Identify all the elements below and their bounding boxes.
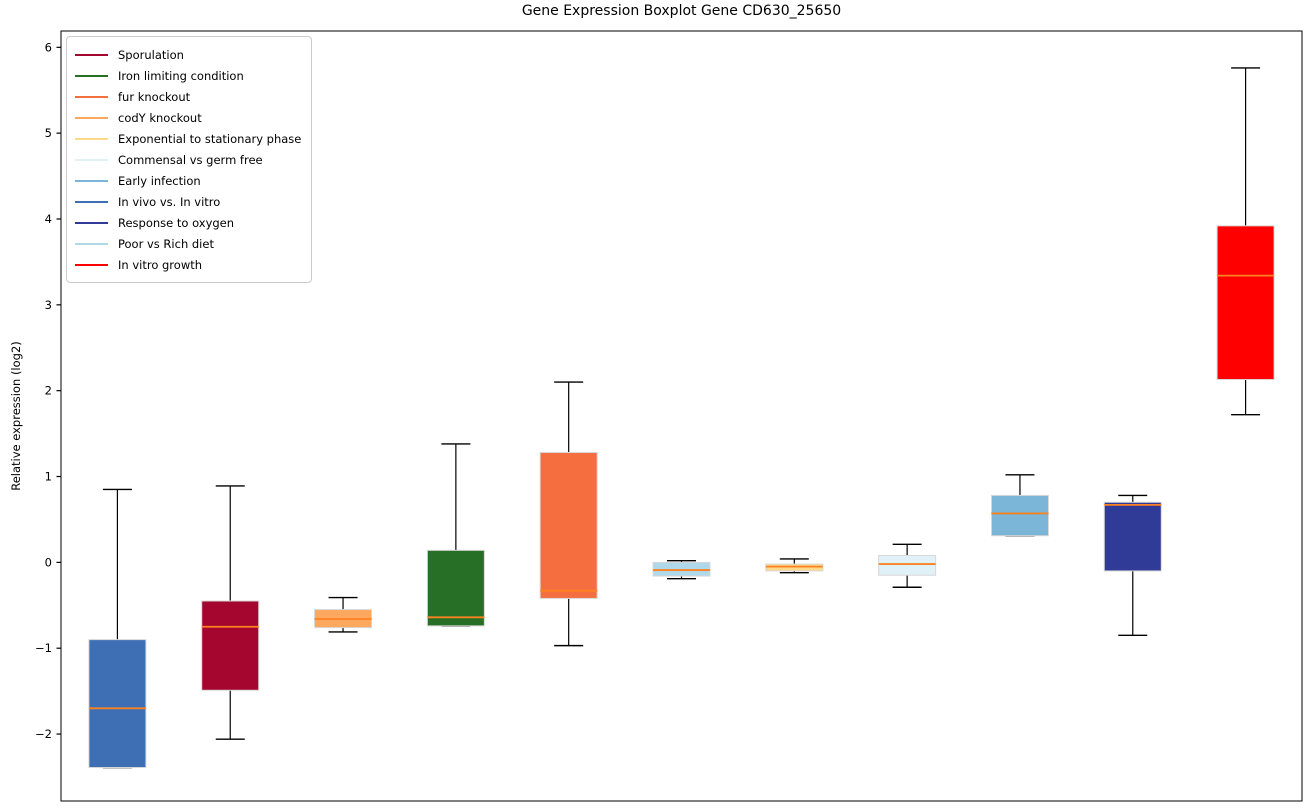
legend-item: In vitro growth	[75, 254, 301, 275]
legend-swatch	[75, 137, 108, 140]
legend-item: Early infection	[75, 170, 301, 191]
y-tick-label: 1	[45, 470, 52, 484]
legend-swatch	[75, 221, 108, 224]
legend-item: Response to oxygen	[75, 212, 301, 233]
legend-swatch	[75, 53, 108, 56]
legend-swatch	[75, 263, 108, 266]
y-tick-label: 4	[45, 212, 52, 226]
legend-label: In vivo vs. In vitro	[118, 194, 221, 209]
y-tick-label: 0	[45, 555, 52, 569]
boxplot-box	[1216, 225, 1275, 381]
legend-item: Sporulation	[75, 44, 301, 65]
boxplot-box	[426, 549, 485, 627]
boxplot-box	[878, 554, 937, 576]
y-tick-label: −1	[35, 641, 52, 655]
legend-label: Early infection	[118, 173, 201, 188]
legend-label: In vitro growth	[118, 257, 203, 272]
boxplot-box	[88, 639, 147, 769]
y-tick-label: −2	[35, 727, 52, 741]
boxplot-box	[201, 600, 260, 691]
legend-swatch	[75, 116, 108, 119]
plot-frame	[60, 30, 1303, 802]
legend-swatch	[75, 242, 108, 245]
legend-label: Commensal vs germ free	[118, 152, 263, 167]
legend-label: Sporulation	[118, 47, 184, 62]
chart-title: Gene Expression Boxplot Gene CD630_25650	[521, 3, 842, 19]
boxplot-box	[1103, 501, 1162, 572]
legend-swatch	[75, 74, 108, 77]
legend-item: Exponential to stationary phase	[75, 128, 301, 149]
boxplot-box	[539, 451, 598, 599]
y-tick-label: 3	[45, 298, 52, 312]
legend-label: Poor vs Rich diet	[118, 236, 214, 251]
legend-item: Poor vs Rich diet	[75, 233, 301, 254]
legend-swatch	[75, 158, 108, 161]
y-tick-label: 2	[45, 384, 52, 398]
legend-label: codY knockout	[118, 110, 202, 125]
legend-label: Response to oxygen	[118, 215, 235, 230]
legend-item: fur knockout	[75, 86, 301, 107]
legend-label: Iron limiting condition	[118, 68, 244, 83]
legend-swatch	[75, 179, 108, 182]
legend-swatch	[75, 95, 108, 98]
legend: Sporulation Iron limiting condition fur kn…	[66, 36, 313, 283]
legend-swatch	[75, 200, 108, 203]
legend-item: Commensal vs germ free	[75, 149, 301, 170]
legend-label: fur knockout	[118, 89, 191, 104]
boxplot-box	[990, 494, 1049, 537]
y-tick-label: 6	[45, 40, 52, 54]
legend-item: Iron limiting condition	[75, 65, 301, 86]
legend-item: codY knockout	[75, 107, 301, 128]
legend-label: Exponential to stationary phase	[118, 131, 302, 146]
legend-item: In vivo vs. In vitro	[75, 191, 301, 212]
y-tick-label: 5	[45, 126, 52, 140]
